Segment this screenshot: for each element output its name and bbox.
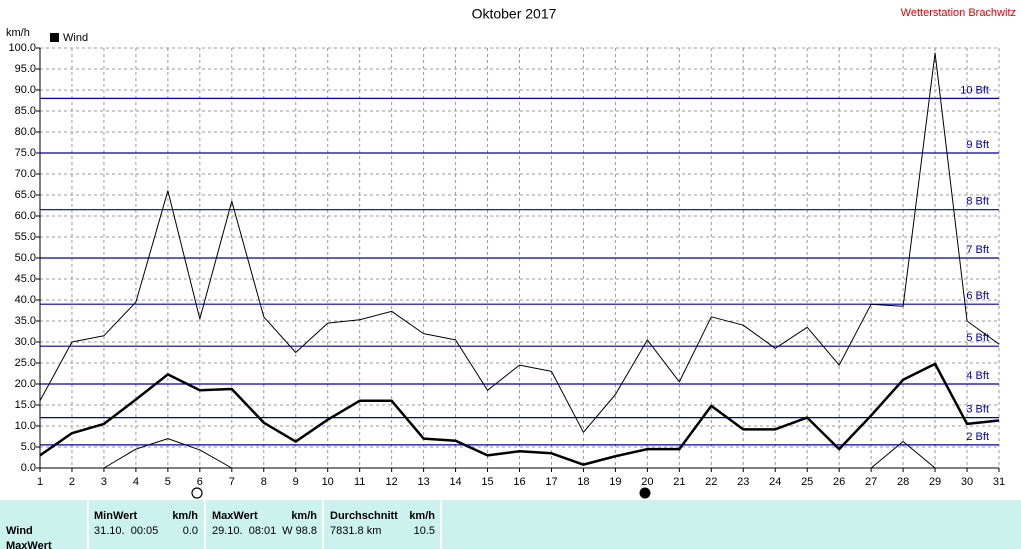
x-tick-label: 21 (673, 476, 685, 488)
x-tick-label: 9 (293, 476, 299, 488)
chart-title: Oktober 2017 (472, 6, 557, 22)
x-tick-label: 24 (769, 476, 781, 488)
y-tick-label: 70.0 (15, 168, 36, 180)
x-tick-label: 19 (609, 476, 621, 488)
x-tick-label: 11 (354, 476, 365, 488)
x-tick-label: 30 (961, 476, 973, 488)
legend-swatch (50, 33, 59, 42)
y-tick-label: 5.0 (21, 441, 36, 453)
reference-label: 3 Bft (966, 404, 989, 416)
y-tick-label: 35.0 (15, 315, 36, 327)
y-tick-label: 55.0 (15, 231, 36, 243)
reference-label: 6 Bft (966, 290, 989, 302)
y-tick-label: 0.0 (21, 462, 36, 474)
y-tick-label: 95.0 (15, 63, 36, 75)
reference-label: 9 Bft (966, 139, 989, 151)
y-tick-label: 60.0 (15, 210, 36, 222)
reference-label: 2 Bft (966, 431, 989, 443)
y-tick-label: 50.0 (15, 252, 36, 264)
x-tick-label: 27 (865, 476, 877, 488)
y-axis-label: km/h (6, 27, 30, 39)
x-tick-label: 14 (449, 476, 461, 488)
x-tick-label: 18 (577, 476, 589, 488)
moon-full-icon (191, 487, 203, 499)
x-tick-label: 7 (229, 476, 235, 488)
x-tick-label: 20 (641, 476, 653, 488)
x-tick-label: 2 (69, 476, 75, 488)
x-tick-label: 25 (801, 476, 813, 488)
y-tick-label: 15.0 (15, 399, 36, 411)
y-tick-label: 30.0 (15, 336, 36, 348)
cell: 10.5 (414, 525, 435, 537)
x-tick-label: 10 (322, 476, 334, 488)
reference-label: 8 Bft (966, 196, 989, 208)
column-unit: km/h (172, 510, 198, 522)
x-tick-label: 1 (37, 476, 43, 488)
station-name: Wetterstation Brachwitz (901, 7, 1016, 19)
x-tick-label: 23 (737, 476, 749, 488)
y-tick-label: 25.0 (15, 357, 36, 369)
y-tick-label: 80.0 (15, 126, 36, 138)
column-title: MaxWert (212, 510, 258, 522)
plot: 0.0 5.0 10.0 15.0 20.0 25.0 30.0 35.0 40.0 45.0 50… (8, 42, 1005, 488)
x-tick-label: 4 (133, 476, 139, 488)
y-tick-label: 20.0 (15, 378, 36, 390)
row-label: MaxWert (6, 540, 52, 549)
x-tick-label: 26 (833, 476, 845, 488)
x-tick-label: 3 (101, 476, 107, 488)
x-tick-label: 22 (705, 476, 717, 488)
moon-new-icon (639, 487, 651, 499)
y-tick-label: 75.0 (15, 147, 36, 159)
column-title: MinWert (94, 510, 138, 522)
y-tick-label: 90.0 (15, 84, 36, 96)
y-tick-label: 65.0 (15, 189, 36, 201)
column-title: Durchschnitt (330, 510, 398, 522)
y-tick-label: 45.0 (15, 273, 36, 285)
column-unit: km/h (291, 510, 317, 522)
x-tick-label: 16 (513, 476, 525, 488)
cell: 31.10. 00:05 (94, 525, 158, 537)
table-background (0, 500, 1021, 549)
x-tick-label: 15 (481, 476, 493, 488)
x-tick-label: 12 (386, 476, 398, 488)
reference-label: 5 Bft (966, 332, 989, 344)
x-tick-label: 31 (993, 476, 1005, 488)
x-tick-label: 8 (261, 476, 267, 488)
cell: 29.10. 08:01 (212, 525, 276, 537)
reference-label: 7 Bft (966, 244, 989, 256)
summary-table: Wind MaxWert MinWert km/h 31.10. 00:05 0… (0, 500, 1021, 549)
reference-label: 10 Bft (960, 84, 989, 96)
x-tick-label: 28 (897, 476, 909, 488)
x-tick-label: 6 (197, 476, 203, 488)
y-tick-label: 85.0 (15, 105, 36, 117)
reference-label: 4 Bft (966, 370, 989, 382)
line-values (39, 362, 1000, 466)
y-tick-label: 10.0 (15, 420, 36, 432)
row-label: Wind (6, 525, 33, 537)
cell: W 98.8 (282, 525, 317, 537)
y-tick-label: 40.0 (15, 294, 36, 306)
cell: 0.0 (183, 525, 198, 537)
x-tick-label: 17 (545, 476, 557, 488)
legend-label: Wind (63, 32, 88, 44)
x-tick-label: 29 (929, 476, 941, 488)
y-tick-label: 100.0 (8, 42, 36, 54)
column-unit: km/h (409, 510, 435, 522)
line-max-values (39, 52, 1000, 433)
x-tick-label: 5 (165, 476, 171, 488)
x-tick-label: 13 (417, 476, 429, 488)
cell: 7831.8 km (330, 525, 381, 537)
